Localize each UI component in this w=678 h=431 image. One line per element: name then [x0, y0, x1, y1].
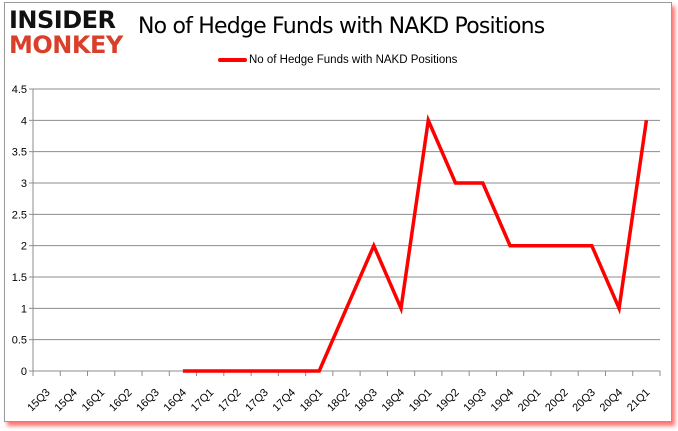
legend-swatch — [218, 58, 247, 62]
x-tick-label: 15Q3 — [25, 387, 53, 415]
x-tick-label: 16Q1 — [80, 387, 108, 415]
x-tick-label: 17Q2 — [216, 387, 244, 415]
y-tick-label: 4.5 — [12, 84, 27, 96]
x-tick-label: 17Q1 — [189, 387, 217, 415]
series-line — [182, 113, 649, 373]
y-tick-label: 3 — [21, 178, 27, 190]
chart-frame — [4, 2, 672, 422]
x-tick-label: 19Q2 — [434, 387, 462, 415]
x-tick-label: 20Q1 — [516, 387, 544, 415]
x-tick-label: 16Q4 — [162, 387, 190, 415]
x-tick-label: 17Q4 — [271, 387, 299, 415]
logo-line1: INSIDER — [9, 6, 116, 34]
logo-line2: MONKEY — [9, 31, 123, 59]
x-tick-label: 17Q3 — [243, 387, 271, 415]
x-tick-label: 16Q2 — [107, 387, 135, 415]
y-tick-label: 1 — [21, 303, 27, 315]
x-tick-label: 18Q3 — [352, 387, 380, 415]
x-tick-label: 18Q1 — [298, 387, 326, 415]
y-tick-label: 2 — [21, 241, 27, 253]
y-tick-label: 2.5 — [12, 209, 27, 221]
y-tick-label: 0.5 — [12, 335, 27, 347]
x-tick-label: 19Q1 — [407, 387, 435, 415]
chart-title: No of Hedge Funds with NAKD Positions — [138, 14, 545, 39]
x-tick-label: 21Q1 — [625, 387, 653, 415]
legend: No of Hedge Funds with NAKD Positions — [218, 54, 457, 66]
x-tick-label: 18Q2 — [325, 387, 353, 415]
x-tick-label: 20Q4 — [598, 387, 626, 415]
x-tick-label: 15Q4 — [52, 387, 80, 415]
x-tick-label: 16Q3 — [134, 387, 162, 415]
legend-label: No of Hedge Funds with NAKD Positions — [249, 54, 458, 66]
x-tick-label: 20Q2 — [543, 387, 571, 415]
x-tick-label: 19Q4 — [489, 387, 517, 415]
y-tick-label: 4 — [21, 115, 27, 127]
insider-monkey-logo: INSIDER MONKEY — [9, 8, 123, 58]
x-tick-label: 18Q4 — [380, 387, 408, 415]
y-tick-label: 0 — [21, 366, 27, 378]
x-tick-label: 20Q3 — [570, 387, 598, 415]
y-tick-label: 3.5 — [12, 147, 27, 159]
x-tick-label: 19Q3 — [461, 387, 489, 415]
y-tick-label: 1.5 — [12, 272, 27, 284]
